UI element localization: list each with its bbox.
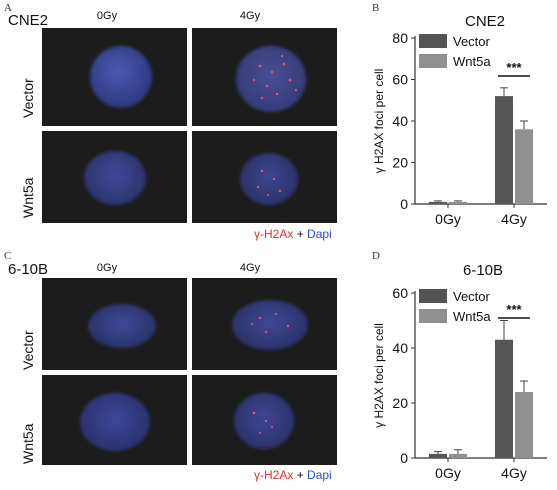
- stain-plus: +: [296, 468, 304, 482]
- stain-plus: +: [296, 227, 304, 241]
- stain-marker-label: γ-H2Ax: [254, 468, 294, 482]
- foci-dots: [252, 54, 298, 100]
- micrograph-cne2-wnt5a-4gy: [192, 131, 337, 223]
- nucleus: [232, 300, 308, 350]
- chart-610b-foci: 6-10B γ H2AX foci per cell 0 20 40 60 0Gy 4Gy **…: [372, 262, 547, 481]
- micrograph-cne2-vector-0gy: [42, 28, 187, 126]
- y-axis-label: γ H2AX foci per cell: [372, 69, 386, 174]
- y-tick-label: 0: [400, 450, 408, 466]
- panel-c-stain-legend: γ-H2Ax + Dapi: [254, 468, 332, 482]
- foci-dots: [251, 312, 290, 334]
- nucleus: [88, 304, 156, 348]
- bar-wnt5a-0gy: [449, 201, 467, 204]
- stain-counter-label: Dapi: [307, 468, 332, 482]
- nucleus: [80, 393, 150, 451]
- panel-a-col-4gy: 4Gy: [239, 10, 261, 22]
- nucleus: [234, 393, 294, 449]
- micrograph-cne2-wnt5a-0gy: [42, 131, 187, 223]
- bar-vector-0gy: [429, 453, 447, 458]
- panel-d-letter: D: [372, 250, 380, 262]
- x-tick-label: 4Gy: [501, 465, 527, 481]
- micrograph-610b-wnt5a-4gy: [192, 375, 337, 465]
- chart-title: CNE2: [465, 13, 505, 30]
- y-tick-label: 60: [392, 72, 408, 88]
- y-tick-label: 40: [392, 113, 408, 129]
- nucleus: [90, 46, 152, 108]
- micrograph-cne2-vector-4gy: [192, 28, 337, 126]
- bar-vector-4gy: [495, 96, 513, 204]
- legend-swatch-wnt5a: [419, 54, 447, 68]
- legend-swatch-vector: [419, 289, 447, 303]
- x-tick-label: 0Gy: [435, 465, 461, 481]
- nucleus: [240, 153, 298, 205]
- panel-a-row-wnt5a: Wnt5a: [20, 177, 36, 218]
- bar-wnt5a-4gy: [515, 129, 533, 204]
- nucleus: [84, 151, 146, 205]
- legend-label-wnt5a: Wnt5a: [453, 54, 491, 69]
- significance-label: ***: [506, 60, 522, 75]
- panel-c-col-0gy: 0Gy: [96, 262, 118, 274]
- micrograph-610b-vector-0gy: [42, 278, 187, 370]
- y-tick-label: 0: [400, 196, 408, 212]
- bar-wnt5a-0gy: [449, 453, 467, 458]
- y-axis-label: γ H2AX foci per cell: [372, 323, 386, 428]
- y-tick-label: 80: [392, 30, 408, 46]
- micrograph-610b-wnt5a-0gy: [42, 375, 187, 465]
- bar-vector-0gy: [429, 201, 447, 204]
- significance-label: ***: [506, 302, 522, 317]
- panel-a-row-vector: Vector: [20, 78, 36, 118]
- panel-c-cell-line: 6-10B: [8, 261, 49, 278]
- legend-swatch-wnt5a: [419, 309, 447, 323]
- panel-a-letter: A: [4, 2, 12, 14]
- panel-c-row-wnt5a: Wnt5a: [20, 423, 36, 464]
- y-tick-label: 40: [392, 340, 408, 356]
- nucleus: [236, 46, 306, 112]
- bar-wnt5a-4gy: [515, 392, 533, 458]
- bar-vector-4gy: [495, 339, 513, 458]
- foci-dots: [256, 169, 282, 196]
- panel-c-row-vector: Vector: [20, 330, 36, 370]
- y-tick-label: 20: [392, 395, 408, 411]
- legend-label-wnt5a: Wnt5a: [453, 309, 491, 324]
- legend-label-vector: Vector: [453, 34, 491, 49]
- x-tick-label: 4Gy: [501, 211, 527, 227]
- foci-dots: [252, 411, 273, 434]
- legend-label-vector: Vector: [453, 289, 491, 304]
- y-tick-label: 20: [392, 155, 408, 171]
- panel-c-letter: C: [4, 250, 12, 262]
- panel-a-col-0gy: 0Gy: [96, 10, 118, 22]
- panel-a-stain-legend: γ-H2Ax + Dapi: [254, 227, 332, 241]
- panel-a-cell-line: CNE2: [8, 12, 49, 29]
- x-tick-label: 0Gy: [435, 211, 461, 227]
- legend-swatch-vector: [419, 34, 447, 48]
- stain-counter-label: Dapi: [307, 227, 332, 241]
- y-tick-label: 60: [392, 285, 408, 301]
- chart-cne2-foci: CNE2 γ H2AX foci per cell 0 20 40 60 80 0Gy 4Gy *…: [372, 13, 547, 227]
- chart-title: 6-10B: [463, 262, 503, 279]
- micrograph-610b-vector-4gy: [192, 278, 337, 370]
- stain-marker-label: γ-H2Ax: [254, 227, 294, 241]
- panel-c-col-4gy: 4Gy: [239, 262, 261, 274]
- panel-b-letter: B: [372, 2, 380, 14]
